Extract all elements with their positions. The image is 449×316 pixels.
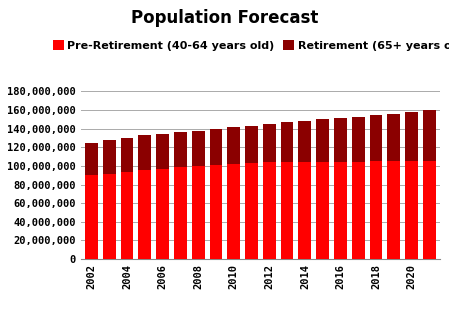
Bar — [281, 162, 294, 259]
Bar — [138, 135, 151, 170]
Bar — [316, 162, 329, 259]
Bar — [352, 162, 365, 259]
Bar — [210, 165, 222, 259]
Bar — [387, 161, 400, 259]
Bar — [405, 161, 418, 259]
Bar — [299, 121, 311, 162]
Bar — [370, 115, 383, 161]
Bar — [121, 138, 133, 172]
Bar — [423, 161, 436, 259]
Bar — [299, 162, 311, 259]
Bar — [370, 161, 383, 259]
Bar — [423, 110, 436, 161]
Bar — [387, 114, 400, 161]
Text: Population Forecast: Population Forecast — [131, 9, 318, 27]
Bar — [263, 124, 276, 162]
Bar — [85, 175, 98, 259]
Bar — [405, 112, 418, 161]
Bar — [210, 129, 222, 165]
Bar — [121, 172, 133, 259]
Bar — [281, 122, 294, 162]
Bar — [227, 127, 240, 164]
Legend: Pre-Retirement (40-64 years old), Retirement (65+ years old): Pre-Retirement (40-64 years old), Retire… — [50, 38, 449, 53]
Bar — [192, 166, 205, 259]
Bar — [227, 164, 240, 259]
Bar — [174, 167, 187, 259]
Bar — [245, 163, 258, 259]
Bar — [334, 118, 347, 162]
Bar — [156, 134, 169, 169]
Bar — [174, 131, 187, 167]
Bar — [352, 117, 365, 162]
Bar — [334, 162, 347, 259]
Bar — [245, 126, 258, 163]
Bar — [156, 169, 169, 259]
Bar — [103, 174, 116, 259]
Bar — [192, 131, 205, 166]
Bar — [316, 119, 329, 162]
Bar — [263, 162, 276, 259]
Bar — [138, 170, 151, 259]
Bar — [103, 140, 116, 174]
Bar — [85, 143, 98, 175]
